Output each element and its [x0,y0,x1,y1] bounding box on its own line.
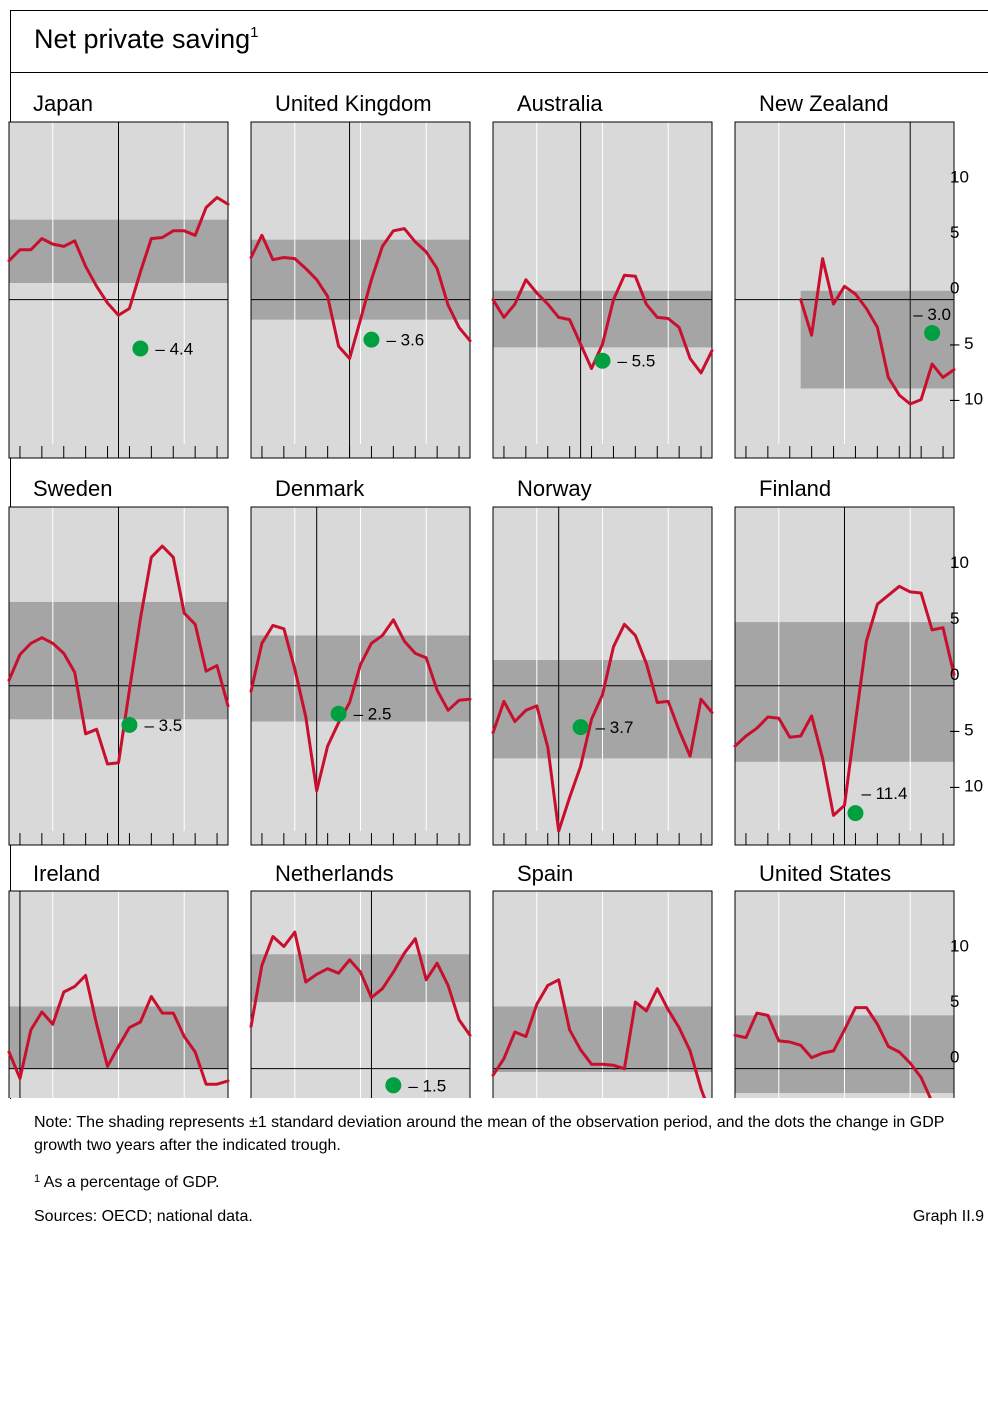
panel-title: Japan [33,91,93,116]
y-tick-label: – 5 [950,334,974,353]
panel-title: Denmark [275,476,365,501]
footnote-text: As a percentage of GDP. [43,1174,220,1191]
panel-new-zealand: New Zealand – 3.0 10 5 0 – 5 – 10 [734,91,983,459]
series-line [799,257,956,406]
dot-label: – 1.5 [408,1076,446,1095]
panel-title: United States [759,861,891,886]
panel-title: Finland [759,476,831,501]
panel-sweden: Sweden – 3.5 [7,476,230,846]
dot-label: – 3.0 [913,305,951,324]
panel-denmark: Denmark – 2.5 [249,476,472,846]
dot-label: – 3.5 [144,716,182,735]
panel-norway: Norway – 3.7 [491,476,714,846]
y-tick-label: 0 [950,279,959,298]
panel-title: Netherlands [275,861,394,886]
panel-ireland: Ireland– 3.582889400 [7,861,230,1098]
panel-netherlands: Netherlands– 1.582889400 [249,861,472,1098]
growth-dot [594,352,611,369]
series-line [249,618,472,793]
panel-frame [492,121,713,459]
panel-frame [734,890,955,1098]
notes-block: Note: The shading represents ±1 standard… [34,1111,984,1228]
panel-frame [8,121,229,459]
panel-frame [492,506,713,846]
sources-text: Sources: OECD; national data. [34,1208,253,1225]
panel-frame [8,506,229,846]
growth-dot [363,331,380,348]
series-line [7,544,230,766]
y-tick-label: 10 [950,168,969,187]
series-line [7,973,230,1086]
panel-frame [250,506,471,846]
panel-frame [250,121,471,459]
y-tick-label: 0 [950,665,959,684]
series-line [249,227,472,360]
dot-label: – 2.5 [354,705,392,724]
panel-japan: Japan – 4.4 [7,91,230,459]
y-tick-label: 5 [950,223,959,242]
panel-title: Australia [517,91,603,116]
panel-united-kingdom: United Kingdom – 3.6 [249,91,472,459]
panel-title: Spain [517,861,573,886]
growth-dot [385,1077,402,1094]
y-tick-label: 10 [950,937,969,956]
footnote: 1 As a percentage of GDP. [34,1168,984,1194]
growth-dot [132,340,149,357]
growth-dot [121,716,138,733]
panel-title: Ireland [33,861,100,886]
y-tick-label: 0 [950,1048,959,1067]
panel-frame [492,890,713,1098]
panel-frame [734,121,955,459]
series-line [733,584,956,817]
series-line [733,1006,932,1098]
growth-dot [330,705,347,722]
dot-label: – 4.4 [155,340,193,359]
y-tick-label: – 10 [950,390,983,409]
panel-frame [250,890,471,1098]
note-text: Note: The shading represents ±1 standard… [34,1114,945,1154]
dot-label: – 11.4 [861,784,907,803]
series-line [491,273,714,375]
growth-dot [847,805,864,822]
series-line [491,622,714,833]
footnote-marker: 1 [34,1173,41,1185]
dot-label: – 3.7 [596,718,634,737]
chart-title-text: Net private saving [34,24,251,54]
panel-title: United Kingdom [275,91,432,116]
panel-finland: Finland – 11.4 10 5 0 – 5 – 10 [733,476,983,846]
panel-title: Sweden [33,476,113,501]
dot-label: – 3.6 [386,331,424,350]
y-tick-label: – 10 [950,776,983,795]
panel-frame [8,890,229,1098]
y-tick-label: 5 [950,609,959,628]
series-line [249,930,472,1037]
y-tick-label: 10 [950,553,969,572]
growth-dot [924,324,941,341]
y-tick-label: – 5 [950,721,974,740]
y-tick-label: 5 [950,992,959,1011]
small-multiples-chart: Japan – 4.4 United Kingdom – 3.6 Australia – … [7,91,983,1098]
panel-title: Norway [517,476,592,501]
sources-line: Sources: OECD; national data. Graph II.9 [34,1205,984,1228]
panel-australia: Australia – 5.5 [491,91,714,459]
panel-title: New Zealand [759,91,889,116]
series-line [7,196,230,317]
title-footnote-marker: 1 [250,24,259,41]
series-line [491,978,707,1098]
dot-label: – 5.5 [618,352,656,371]
panel-spain: Spain82889400 [491,861,713,1098]
title-rule [10,72,988,73]
growth-dot [572,719,589,736]
graph-id: Graph II.9 [912,1208,984,1225]
chart-title: Net private saving1 [34,24,258,55]
